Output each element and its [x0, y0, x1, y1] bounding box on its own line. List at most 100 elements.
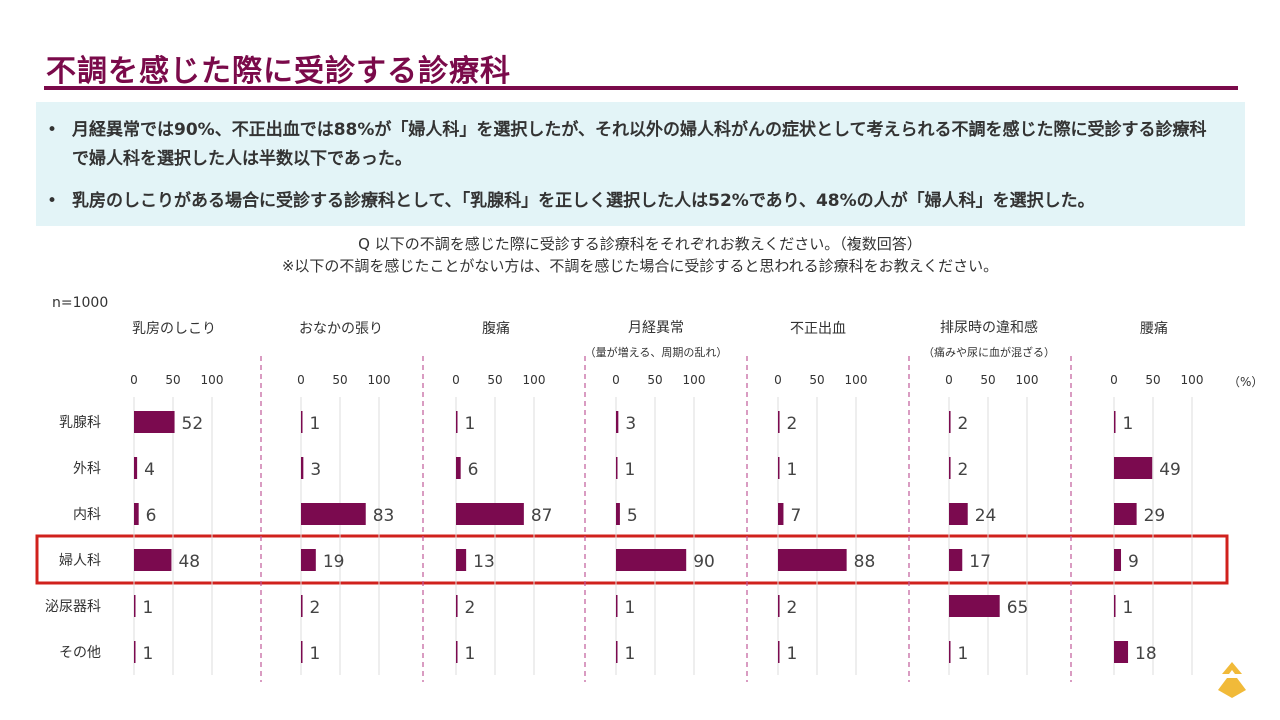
bar: [616, 549, 687, 571]
bar: [301, 457, 304, 479]
tick-label: 50: [980, 373, 995, 387]
bar: [778, 503, 784, 525]
tick-label: 50: [809, 373, 824, 387]
bar: [301, 595, 303, 617]
bar: [778, 549, 847, 571]
data-label: 1: [143, 598, 154, 618]
bar: [134, 411, 175, 433]
data-label: 18: [1135, 644, 1157, 664]
data-label: 49: [1159, 460, 1181, 480]
bar: [616, 503, 620, 525]
page-title: 不調を感じた際に受診する診療科: [46, 54, 511, 89]
tick-label: 50: [647, 373, 662, 387]
bullet-dot-icon: •: [47, 191, 58, 211]
question-note: ※以下の不調を感じたことがない方は、不調を感じた場合に受診すると思われる診療科を…: [281, 257, 999, 275]
bar: [778, 641, 780, 663]
bar: [134, 457, 138, 479]
tick-label: 100: [368, 373, 391, 387]
bar: [134, 641, 136, 663]
tick-label: 0: [612, 373, 620, 387]
bar: [1114, 641, 1129, 663]
data-label: 7: [790, 506, 801, 526]
data-label: 1: [310, 644, 321, 664]
category-label: 婦人科: [59, 552, 101, 569]
title-underline: [44, 86, 1238, 90]
panel-title: 乳房のしこり: [132, 321, 216, 337]
tick-label: 0: [130, 373, 138, 387]
data-label: 2: [958, 414, 969, 434]
data-label: 2: [958, 460, 969, 480]
data-label: 1: [958, 644, 969, 664]
bar: [134, 595, 136, 617]
category-label: 外科: [73, 461, 101, 477]
panel-title: おなかの張り: [299, 321, 383, 337]
data-label: 1: [465, 644, 476, 664]
data-label: 13: [473, 552, 495, 572]
data-label: 83: [373, 506, 395, 526]
data-label: 90: [693, 552, 715, 572]
question-text: Q 以下の不調を感じた際に受診する診療科をそれぞれお教えください。（複数回答）: [358, 235, 922, 253]
bar: [301, 411, 303, 433]
panel-title: 腹痛: [482, 320, 510, 337]
summary-box: • 月経異常では90%、不正出血では88%が「婦人科」を選択したが、それ以外の婦…: [36, 102, 1245, 226]
data-label: 1: [787, 460, 798, 480]
bar: [1114, 503, 1137, 525]
bar: [778, 411, 780, 433]
tick-label: 0: [1110, 373, 1118, 387]
data-label: 19: [323, 552, 345, 572]
data-label: 1: [625, 598, 636, 618]
bar: [616, 457, 618, 479]
tick-label: 0: [452, 373, 460, 387]
bar: [134, 503, 139, 525]
panel-title: 不正出血: [790, 321, 846, 337]
data-label: 52: [182, 414, 204, 434]
bar: [949, 595, 1000, 617]
company-logo-icon: [1218, 662, 1246, 698]
tick-label: 50: [332, 373, 347, 387]
data-label: 2: [787, 598, 798, 618]
panel-subtitle: （量が増える、周期の乱れ）: [585, 345, 728, 359]
data-label: 5: [627, 506, 638, 526]
bar: [1114, 549, 1122, 571]
unit-label: （%）: [1228, 375, 1263, 389]
bar: [456, 549, 467, 571]
bar: [456, 457, 461, 479]
bar: [301, 503, 366, 525]
data-label: 29: [1144, 506, 1166, 526]
bar: [1114, 457, 1153, 479]
panel-title: 腰痛: [1140, 320, 1168, 337]
data-label: 4: [144, 460, 155, 480]
data-label: 17: [969, 552, 991, 572]
sample-size-label: n=1000: [52, 295, 108, 311]
highlight-box: [35, 534, 1229, 585]
bar: [949, 411, 951, 433]
data-label: 1: [625, 644, 636, 664]
tick-label: 100: [683, 373, 706, 387]
bar: [949, 641, 951, 663]
data-label: 87: [531, 506, 553, 526]
bar: [456, 595, 458, 617]
summary-bullet-1-text: 月経異常では90%、不正出血では88%が「婦人科」を選択したが、それ以外の婦人科…: [72, 120, 1207, 169]
tick-label: 100: [523, 373, 546, 387]
category-label: 乳腺科: [59, 415, 101, 431]
data-label: 1: [787, 644, 798, 664]
bar: [616, 595, 618, 617]
bar: [456, 641, 458, 663]
bar: [949, 503, 968, 525]
panel-title: 月経異常: [628, 320, 684, 336]
tick-label: 100: [1181, 373, 1204, 387]
tick-label: 100: [1016, 373, 1039, 387]
bar: [456, 503, 524, 525]
bar: [456, 411, 458, 433]
tick-label: 50: [1145, 373, 1160, 387]
data-label: 24: [975, 506, 997, 526]
panel-title: 排尿時の違和感: [940, 319, 1038, 336]
category-label: 泌尿器科: [45, 599, 101, 615]
tick-label: 0: [945, 373, 953, 387]
bar: [301, 641, 303, 663]
data-label: 48: [178, 552, 200, 572]
data-label: 2: [465, 598, 476, 618]
tick-label: 50: [487, 373, 502, 387]
data-label: 2: [787, 414, 798, 434]
